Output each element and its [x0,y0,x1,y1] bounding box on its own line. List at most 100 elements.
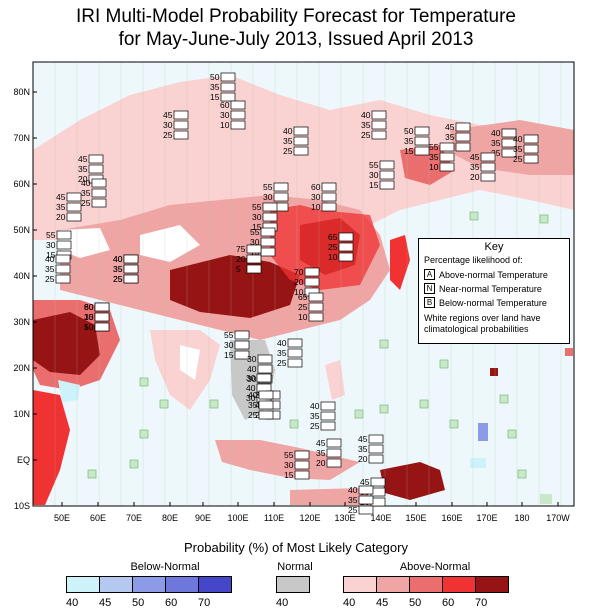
probability-value: 15 [252,222,262,232]
probability-cell [379,170,395,180]
key-text-below: Below-normal Temperature [439,297,547,308]
probability-value: 30 [284,460,294,470]
probability-value: 15 [369,180,379,190]
probability-cell [368,434,384,444]
longitude-label: 90E [195,513,211,523]
probability-cell [523,144,539,154]
probability-cell [246,244,262,254]
probability-cell [55,254,71,264]
latitude-label: 80N [13,87,30,97]
key-row-below: B Below-normal Temperature [424,297,547,308]
map-key: Key Percentage likelihood of: A Above-no… [418,238,570,344]
probability-cell [371,130,387,140]
probability-cell [123,264,139,274]
probability-value: 15 [46,250,56,260]
probability-cell [258,410,274,420]
probability-value: 30 [84,312,94,322]
probability-value: 75 [236,244,246,254]
probability-value: 55 [263,182,273,192]
probability-value: 40 [113,254,123,264]
probability-cell [260,247,276,257]
probability-value: 25 [298,302,308,312]
probability-value: 10 [328,252,338,262]
probability-value: 10 [220,120,230,130]
probability-cell [66,212,82,222]
probability-value: 40 [283,126,293,136]
probability-value: 30 [46,240,56,250]
legend-below-tick: 45 [99,597,112,609]
probability-value: 30 [369,170,379,180]
latitude-label: 50N [13,225,30,235]
probability-value: 40 [247,364,257,374]
probability-cell [293,136,309,146]
probability-value: 45 [78,154,88,164]
legend-below-swatch [198,576,232,593]
probability-cell [338,252,354,262]
probability-cell [439,162,455,172]
legend-normal-label: Normal [277,561,313,573]
probability-cell [123,274,139,284]
probability-cell [439,142,455,152]
probability-value: 35 [277,348,287,358]
probability-cell [56,240,72,250]
legend-below-label: Below-Normal [130,561,200,573]
probability-value: 35 [113,264,123,274]
legend-normal-swatch [276,576,310,593]
probability-value: 40 [246,383,256,393]
probability-value: 50 [210,72,220,82]
probability-cell [294,470,310,480]
probability-value: 35 [316,448,326,458]
key-row-above: A Above-normal Temperature [424,269,548,280]
longitude-label: 140E [370,513,391,523]
legend-below-swatch [66,576,100,593]
probability-cell [368,444,384,454]
probability-cell [294,450,310,460]
longitude-label: 80E [162,513,178,523]
land-regions [33,75,574,505]
probability-cell [480,152,496,162]
probability-cell [66,202,82,212]
probability-cell [258,400,274,410]
probability-cell [234,340,250,350]
key-note: White regions over land have climatologi… [424,313,541,334]
probability-cell [273,182,289,192]
probability-value: 40 [310,401,320,411]
probability-value: 45 [163,110,173,120]
probability-value: 30 [252,212,262,222]
legend-below-tick: 40 [66,597,79,609]
probability-cell [287,348,303,358]
probability-cell [56,230,72,240]
probability-cell [258,390,274,400]
latitude-label: 10S [14,501,30,511]
probability-cell [371,120,387,130]
probability-cell [94,322,110,332]
key-subtitle: Percentage likelihood of: [424,255,523,265]
probability-value: 15 [224,350,234,360]
probability-cell [326,448,342,458]
probability-value: 35 [429,152,439,162]
probability-cell [320,411,336,421]
probability-value: 35 [283,136,293,146]
probability-value: 20 [294,277,304,287]
longitude-label: 100E [227,513,248,523]
probability-value: 15 [404,146,414,156]
probability-value: 25 [113,274,123,284]
probability-value: 55 [284,450,294,460]
probability-value: 40 [113,254,123,264]
probability-cell [234,330,250,340]
latitude-label: 40N [13,271,30,281]
